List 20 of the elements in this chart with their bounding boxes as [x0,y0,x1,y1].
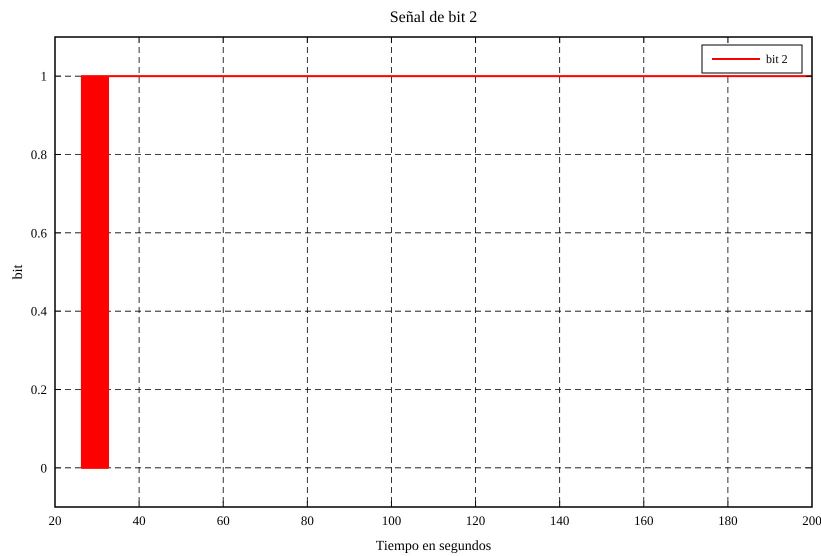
x-tick-label: 100 [382,513,402,528]
y-tick-label: 0.4 [30,304,48,319]
y-axis-title: bit [11,264,26,280]
x-tick-label: 200 [802,513,821,528]
x-tick-label: 80 [300,513,314,528]
x-tick-label: 180 [718,513,738,528]
legend-label: bit 2 [766,52,788,66]
x-tick-label: 140 [550,513,570,528]
x-axis-title: Tiempo en segundos [376,539,492,554]
y-tick-label: 0.6 [30,225,48,240]
y-tick-label: 0.2 [30,382,47,398]
y-tick-label: 0 [40,460,47,476]
y-tick-label: 1 [40,68,47,84]
y-tick-label: 0.8 [30,147,47,162]
x-tick-label: 60 [216,513,230,528]
x-tick-label: 40 [132,513,146,528]
chart-title: Señal de bit 2 [390,9,478,26]
x-tick-label: 120 [466,513,486,528]
x-tick-label: 160 [634,513,654,528]
x-tick-label: 20 [48,513,62,528]
